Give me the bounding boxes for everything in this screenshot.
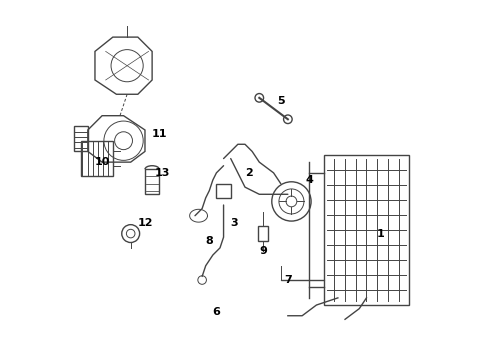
Bar (217, 184, 231, 198)
Text: 10: 10 (95, 157, 110, 167)
Text: 11: 11 (151, 129, 167, 139)
Bar (81, 141, 113, 176)
Text: 13: 13 (155, 168, 171, 178)
Text: 9: 9 (259, 247, 267, 256)
Text: 6: 6 (213, 307, 220, 317)
Text: 4: 4 (305, 175, 313, 185)
Text: 5: 5 (277, 96, 285, 107)
Text: 1: 1 (377, 229, 385, 239)
Bar (258, 226, 268, 241)
Text: 3: 3 (230, 218, 238, 228)
Text: 12: 12 (137, 218, 153, 228)
Text: 2: 2 (245, 168, 252, 178)
Text: 7: 7 (284, 275, 292, 285)
Text: 8: 8 (205, 236, 213, 246)
Bar (145, 169, 159, 194)
